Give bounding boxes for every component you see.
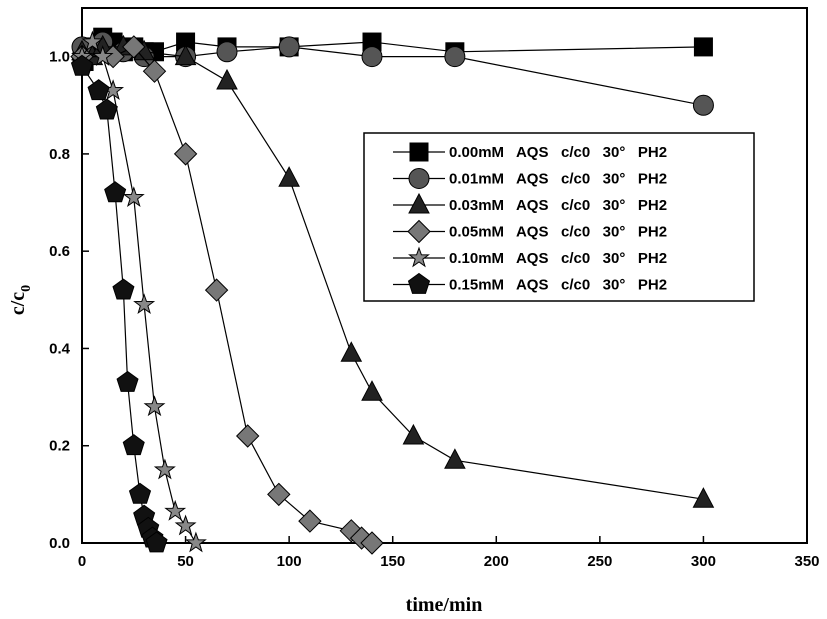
y-tick-label: 0.8 — [49, 146, 70, 163]
data-point — [445, 449, 465, 468]
legend-label: 0.00mM AQS c/c0 30° PH2 — [449, 144, 667, 161]
data-point — [123, 435, 144, 455]
legend-marker — [409, 169, 429, 189]
data-point — [117, 372, 138, 392]
chart: 0 50 100 150 200 250 300 350 0.0 0.2 0.4 0.6 0.8 1.0… — [0, 0, 827, 619]
legend-label: 0.15mM AQS c/c0 30° PH2 — [449, 277, 667, 294]
x-axis-title: time/min — [406, 594, 483, 616]
data-point — [130, 483, 151, 503]
data-point — [362, 381, 382, 400]
x-tick-label: 50 — [177, 553, 194, 570]
y-axis-title-subscript: 0 — [19, 285, 34, 292]
data-point — [217, 42, 237, 62]
data-point — [341, 342, 361, 361]
y-axis-title-main: c/c — [7, 292, 29, 315]
legend-label: 0.01mM AQS c/c0 30° PH2 — [449, 171, 667, 188]
data-point — [237, 425, 259, 447]
series-line — [82, 42, 196, 543]
legend: 0.00mM AQS c/c0 30° PH2 0.01mM AQS c/c0 3… — [364, 133, 754, 301]
data-point — [445, 47, 465, 67]
data-point — [299, 510, 321, 532]
data-point — [694, 38, 712, 56]
x-tick-label: 200 — [484, 553, 509, 570]
data-point — [113, 279, 134, 299]
data-point — [166, 501, 185, 519]
legend-label: 0.10mM AQS c/c0 30° PH2 — [449, 250, 667, 267]
data-point — [155, 460, 174, 478]
x-tick-label: 350 — [794, 553, 819, 570]
series-pentagon — [72, 55, 168, 552]
y-tick-label: 0.6 — [49, 243, 70, 260]
y-tick-label: 0.2 — [49, 438, 70, 455]
y-tick-label: 0.0 — [49, 535, 70, 552]
data-point — [217, 70, 237, 89]
y-tick-label: 1.0 — [49, 49, 70, 66]
data-point — [145, 397, 164, 415]
x-tick-label: 150 — [380, 553, 405, 570]
x-tick-label: 100 — [277, 553, 302, 570]
y-tick-label: 0.4 — [49, 340, 71, 357]
data-point — [362, 47, 382, 67]
data-point — [176, 516, 195, 534]
data-point — [105, 182, 126, 202]
legend-label: 0.03mM AQS c/c0 30° PH2 — [449, 197, 667, 214]
legend-label: 0.05mM AQS c/c0 30° PH2 — [449, 224, 667, 241]
x-tick-label: 250 — [587, 553, 612, 570]
series-square — [73, 28, 712, 70]
series-star — [73, 32, 206, 551]
data-point — [96, 99, 117, 119]
legend-marker — [410, 143, 428, 161]
x-tick-label: 300 — [691, 553, 716, 570]
y-axis: 0.0 0.2 0.4 0.6 0.8 1.0 — [49, 49, 89, 552]
series-line — [82, 42, 703, 105]
data-point — [693, 95, 713, 115]
data-point — [268, 483, 290, 505]
data-point — [186, 533, 205, 551]
data-point — [279, 37, 299, 57]
data-point — [206, 279, 228, 301]
y-axis-title: c/c0 — [7, 285, 34, 315]
x-tick-label: 0 — [78, 553, 86, 570]
data-point — [279, 167, 299, 186]
data-point — [175, 143, 197, 165]
data-point — [88, 80, 109, 100]
